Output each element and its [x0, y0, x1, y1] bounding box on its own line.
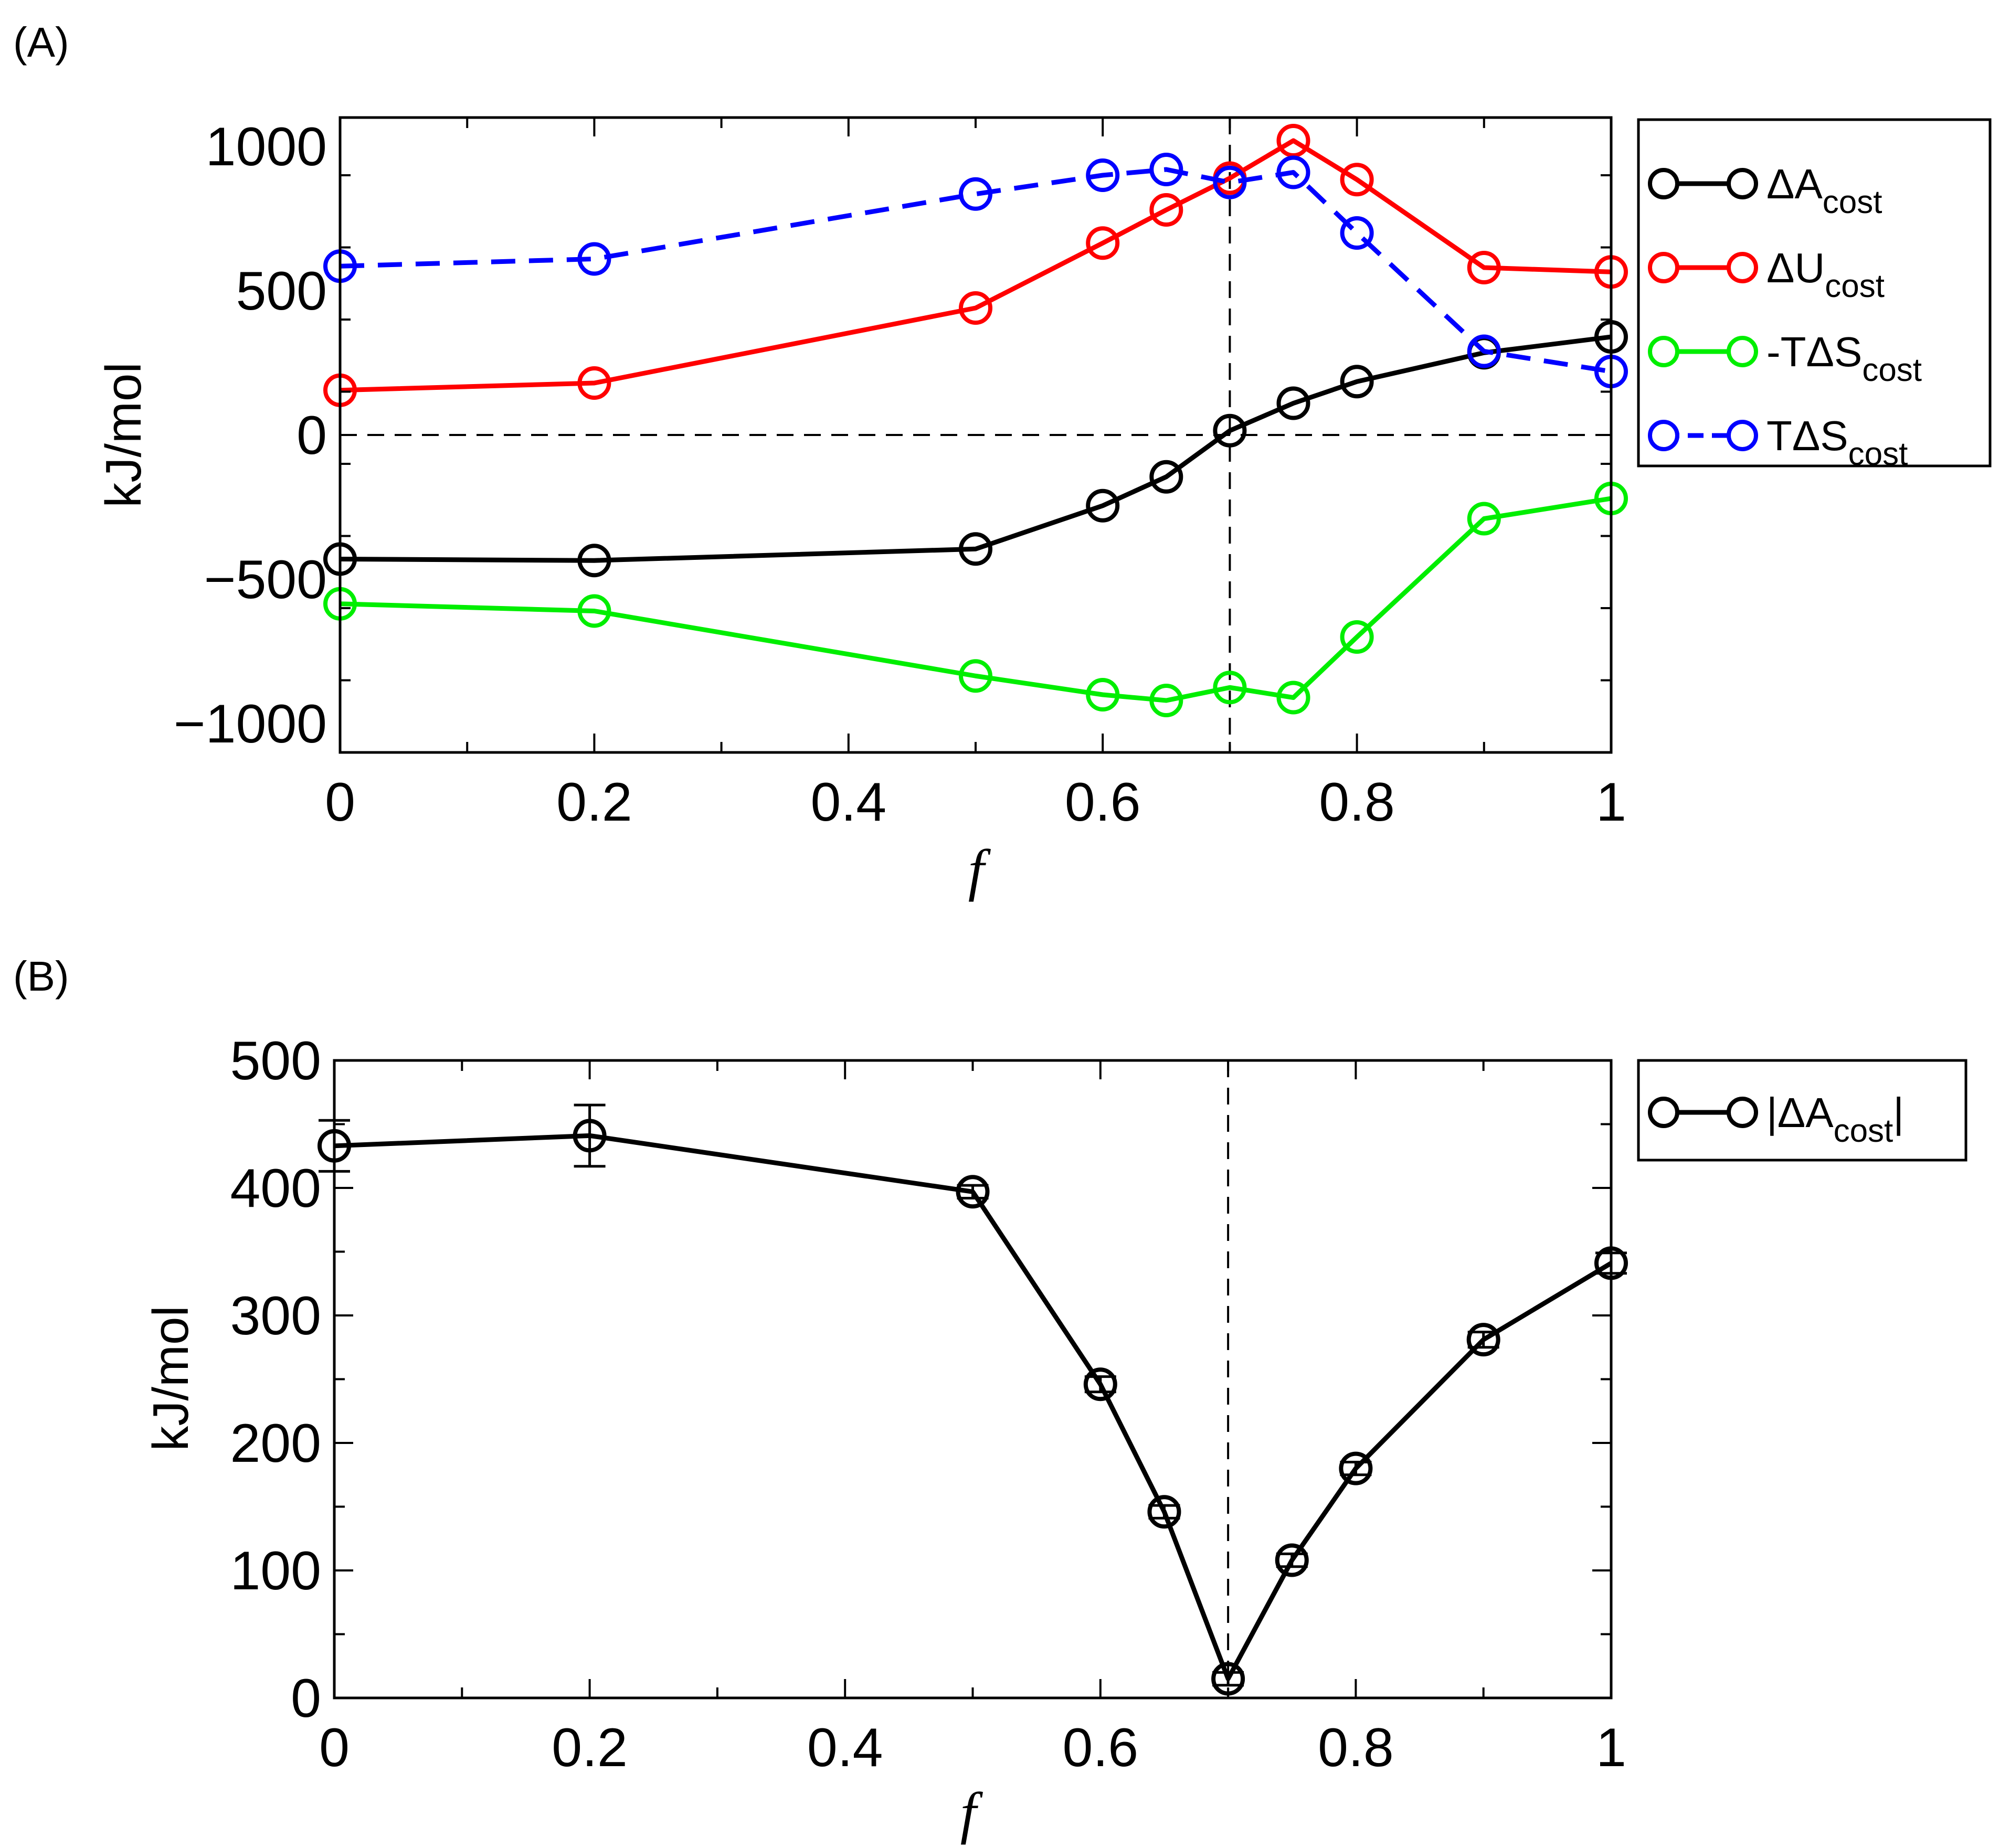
x-tick-label: 0.6: [1065, 772, 1141, 833]
data-point: [1086, 158, 1120, 192]
y-tick-label: 500: [230, 1031, 321, 1091]
y-tick-label: 1000: [206, 116, 327, 177]
panel-b: (B) 0 0.2 0.4 0.6 0.8 1 0 100 200 300 400 500 kJ/mo…: [13, 953, 1967, 1845]
data-point: [1467, 334, 1501, 368]
x-tick-label: 0.2: [552, 1717, 628, 1778]
data-point: [1149, 153, 1183, 186]
panel-a: (A) 0 0.2 0.4 0.6 0.8 1 −1000 −500 0 500 1000 kJ/m…: [13, 19, 1992, 902]
panel-label-a: (A): [13, 19, 69, 66]
panel-label-b: (B): [13, 953, 69, 1000]
legend-b: |ΔAcost|: [1637, 1059, 1967, 1162]
legend-marker: [1727, 1097, 1758, 1128]
data-point: [1213, 671, 1247, 705]
data-point: [1467, 251, 1501, 284]
data-point: [959, 291, 992, 325]
y-tick-label: −1000: [174, 694, 327, 755]
data-point: [573, 1119, 607, 1153]
series-line: [340, 138, 1612, 393]
data-point: [1086, 678, 1120, 711]
data-point: [1340, 620, 1374, 654]
data-point: [1466, 1323, 1500, 1357]
y-tick-label: 0: [291, 1668, 321, 1729]
data-point: [959, 177, 992, 211]
y-tick-label: −500: [204, 549, 327, 610]
x-tick-label: 1: [1596, 1717, 1626, 1778]
data-point: [1340, 216, 1374, 250]
data-point: [959, 659, 992, 693]
series-line: [340, 496, 1612, 703]
data-point: [1149, 684, 1183, 717]
y-tick-label: 500: [236, 261, 327, 322]
y-tick-label: 200: [230, 1413, 321, 1474]
legend-marker: [1648, 336, 1679, 367]
data-point: [1340, 365, 1374, 399]
y-axis-title-b: kJ/mol: [143, 1305, 199, 1451]
series-line: [340, 334, 1612, 563]
legend-marker: [1727, 420, 1758, 451]
series-line: [340, 167, 1612, 374]
x-tick-label: 0.4: [807, 1717, 883, 1778]
data-point: [1276, 155, 1310, 189]
data-point: [1086, 488, 1120, 523]
legend-marker: [1727, 168, 1758, 199]
legend-marker: [1648, 168, 1679, 199]
x-tick-label: 0.8: [1319, 772, 1395, 833]
data-point: [1339, 1451, 1373, 1485]
data-point: [1083, 1367, 1117, 1401]
data-point: [1276, 124, 1310, 157]
x-tick-label: 1: [1596, 772, 1626, 833]
data-point: [959, 532, 992, 566]
data-point: [1276, 681, 1310, 715]
data-point: [1340, 163, 1374, 197]
data-point: [577, 366, 611, 400]
data-point: [577, 594, 611, 628]
y-tick-label: 0: [297, 405, 327, 466]
y-tick-label: 300: [230, 1286, 321, 1346]
data-point: [1147, 1495, 1181, 1529]
data-point: [577, 242, 611, 276]
legend-marker: [1648, 1097, 1679, 1128]
y-tick-label: 100: [230, 1541, 321, 1601]
data-point: [1467, 502, 1501, 536]
x-tick-label: 0.2: [556, 772, 632, 833]
legend-marker: [1648, 252, 1679, 283]
series-line: [334, 1133, 1613, 1682]
data-point: [1086, 226, 1120, 260]
data-point: [1149, 193, 1183, 227]
x-tick-label: 0.4: [811, 772, 887, 833]
data-point: [1276, 386, 1310, 420]
x-tick-label: 0.6: [1063, 1717, 1139, 1778]
legend-marker: [1648, 420, 1679, 451]
legend-marker: [1727, 252, 1758, 283]
data-point: [577, 544, 611, 578]
data-point: [956, 1175, 990, 1209]
data-point: [1149, 460, 1183, 494]
data-point: [1213, 413, 1247, 448]
y-axis-title-a: kJ/mol: [96, 362, 152, 507]
x-tick-label: 0: [325, 772, 355, 833]
x-tick-label: 0: [319, 1717, 350, 1778]
y-tick-label: 400: [230, 1158, 321, 1219]
legend-marker: [1727, 336, 1758, 367]
data-point: [1275, 1543, 1309, 1577]
x-tick-label: 0.8: [1318, 1717, 1394, 1778]
data-point: [1213, 165, 1247, 199]
